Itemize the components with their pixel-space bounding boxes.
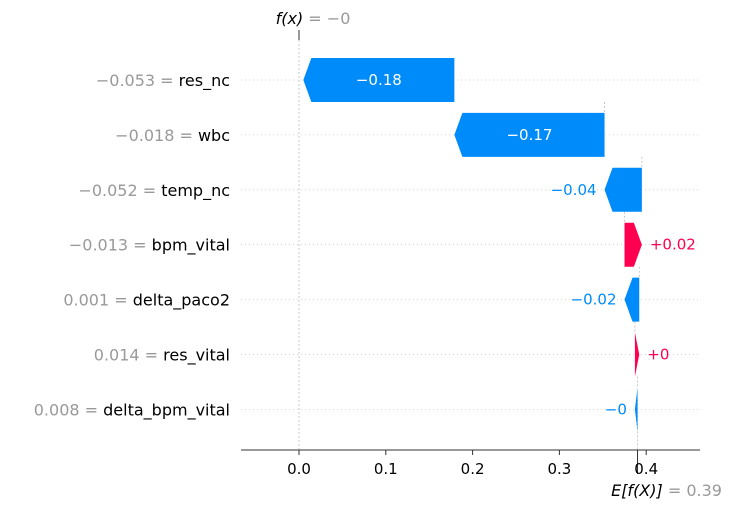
x-tick-label: 0.0 — [287, 460, 311, 478]
feature-value: 0.001 = — [63, 291, 132, 310]
feature-label-res_vital: 0.014 = res_vital — [94, 346, 230, 366]
bar-label-temp_nc: −0.04 — [551, 181, 597, 199]
efx-value: 0.39 — [686, 481, 722, 500]
feature-labels: −0.053 = res_nc −0.018 = wbc −0.052 = temp… — [34, 71, 230, 420]
bars: −0.18 −0.17 −0.04 +0.02 −0.02 +0 −0 — [303, 58, 696, 432]
bar-delta_paco2 — [624, 277, 640, 322]
bar-wbc — [454, 112, 605, 157]
efx-label: E[f(X)] = 0.39 — [611, 481, 722, 500]
bar-bpm_vital — [624, 222, 642, 267]
feature-value: 0.014 = — [94, 346, 163, 365]
bar-res_nc — [303, 58, 455, 102]
feature-name: res_vital — [163, 346, 230, 366]
fx-prefix: f(x) — [276, 9, 304, 28]
feature-name: temp_nc — [161, 181, 230, 201]
feature-label-delta_bpm_vital: 0.008 = delta_bpm_vital — [34, 400, 230, 420]
bar-temp_nc — [604, 167, 642, 212]
feature-name: wbc — [198, 126, 230, 145]
feature-value: −0.052 = — [78, 181, 161, 200]
efx-prefix: E[f(X)] — [611, 481, 663, 500]
x-axis: 0.0 0.1 0.2 0.3 0.4 — [241, 449, 700, 478]
bar-label-delta_bpm_vital: −0 — [605, 400, 627, 418]
x-tick-label: 0.1 — [374, 460, 398, 478]
bar-res_vital — [634, 332, 640, 377]
feature-label-wbc: −0.018 = wbc — [115, 126, 230, 145]
feature-value: −0.018 = — [115, 126, 198, 145]
x-tick-label: 0.4 — [634, 460, 658, 478]
feature-value: −0.053 = — [96, 71, 179, 90]
fx-value: −0 — [327, 9, 351, 28]
efx-eq: = — [663, 481, 687, 500]
bar-label-bpm_vital: +0.02 — [650, 236, 696, 254]
bar-label-delta_paco2: −0.02 — [571, 291, 617, 309]
bar-label-res_nc: −0.18 — [356, 71, 402, 89]
bar-label-wbc: −0.17 — [506, 126, 552, 144]
feature-name: delta_bpm_vital — [103, 400, 230, 420]
x-tick-label: 0.3 — [547, 460, 571, 478]
feature-value: −0.013 = — [69, 236, 152, 255]
feature-name: bpm_vital — [152, 236, 230, 256]
bar-label-res_vital: +0 — [647, 346, 669, 364]
fx-eq: = — [303, 9, 327, 28]
feature-value: 0.008 = — [34, 400, 103, 419]
feature-label-delta_paco2: 0.001 = delta_paco2 — [63, 291, 230, 311]
feature-label-temp_nc: −0.052 = temp_nc — [78, 181, 230, 201]
feature-name: delta_paco2 — [133, 291, 230, 311]
bar-delta_bpm_vital — [634, 387, 638, 432]
feature-label-res_nc: −0.053 = res_nc — [96, 71, 230, 91]
x-tick-label: 0.2 — [461, 460, 485, 478]
feature-name: res_nc — [179, 71, 230, 91]
fx-label: f(x) = −0 — [276, 9, 351, 28]
feature-label-bpm_vital: −0.013 = bpm_vital — [69, 236, 230, 256]
